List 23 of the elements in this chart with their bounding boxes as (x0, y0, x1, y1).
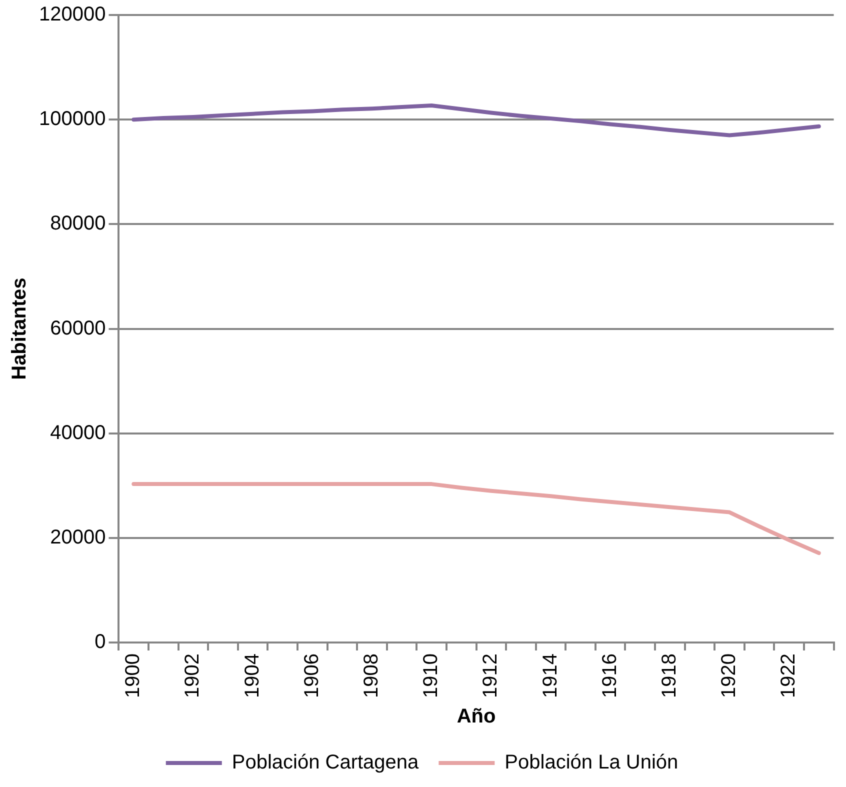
y-tick-label: 60000 (50, 317, 106, 340)
x-tick-label: 1904 (241, 654, 264, 698)
y-tick-label: 120000 (38, 4, 106, 26)
x-tick-label: 1908 (360, 654, 382, 698)
x-tick-label: 1916 (598, 654, 621, 698)
y-tick-label: 80000 (50, 212, 106, 235)
y-tick-label: 100000 (38, 108, 106, 130)
x-tick-label: 1920 (718, 654, 740, 698)
y-tick-label: 0 (94, 631, 106, 654)
y-tick-label: 20000 (50, 526, 106, 548)
x-tick-label: 1900 (122, 654, 144, 698)
x-tick-label: 1902 (182, 654, 204, 698)
x-axis-title: Año (456, 706, 496, 728)
y-axis-title: Habitantes (8, 278, 31, 380)
x-tick-label: 1914 (539, 654, 562, 698)
legend-label: Población La Unión (504, 752, 678, 774)
legend-label: Población Cartagena (232, 752, 420, 774)
y-tick-label: 40000 (50, 422, 106, 444)
x-tick-label: 1912 (480, 654, 502, 698)
x-tick-label: 1910 (420, 654, 442, 698)
x-tick-label: 1922 (778, 654, 800, 698)
x-tick-label: 1918 (658, 654, 680, 698)
x-tick-label: 1906 (300, 654, 323, 698)
